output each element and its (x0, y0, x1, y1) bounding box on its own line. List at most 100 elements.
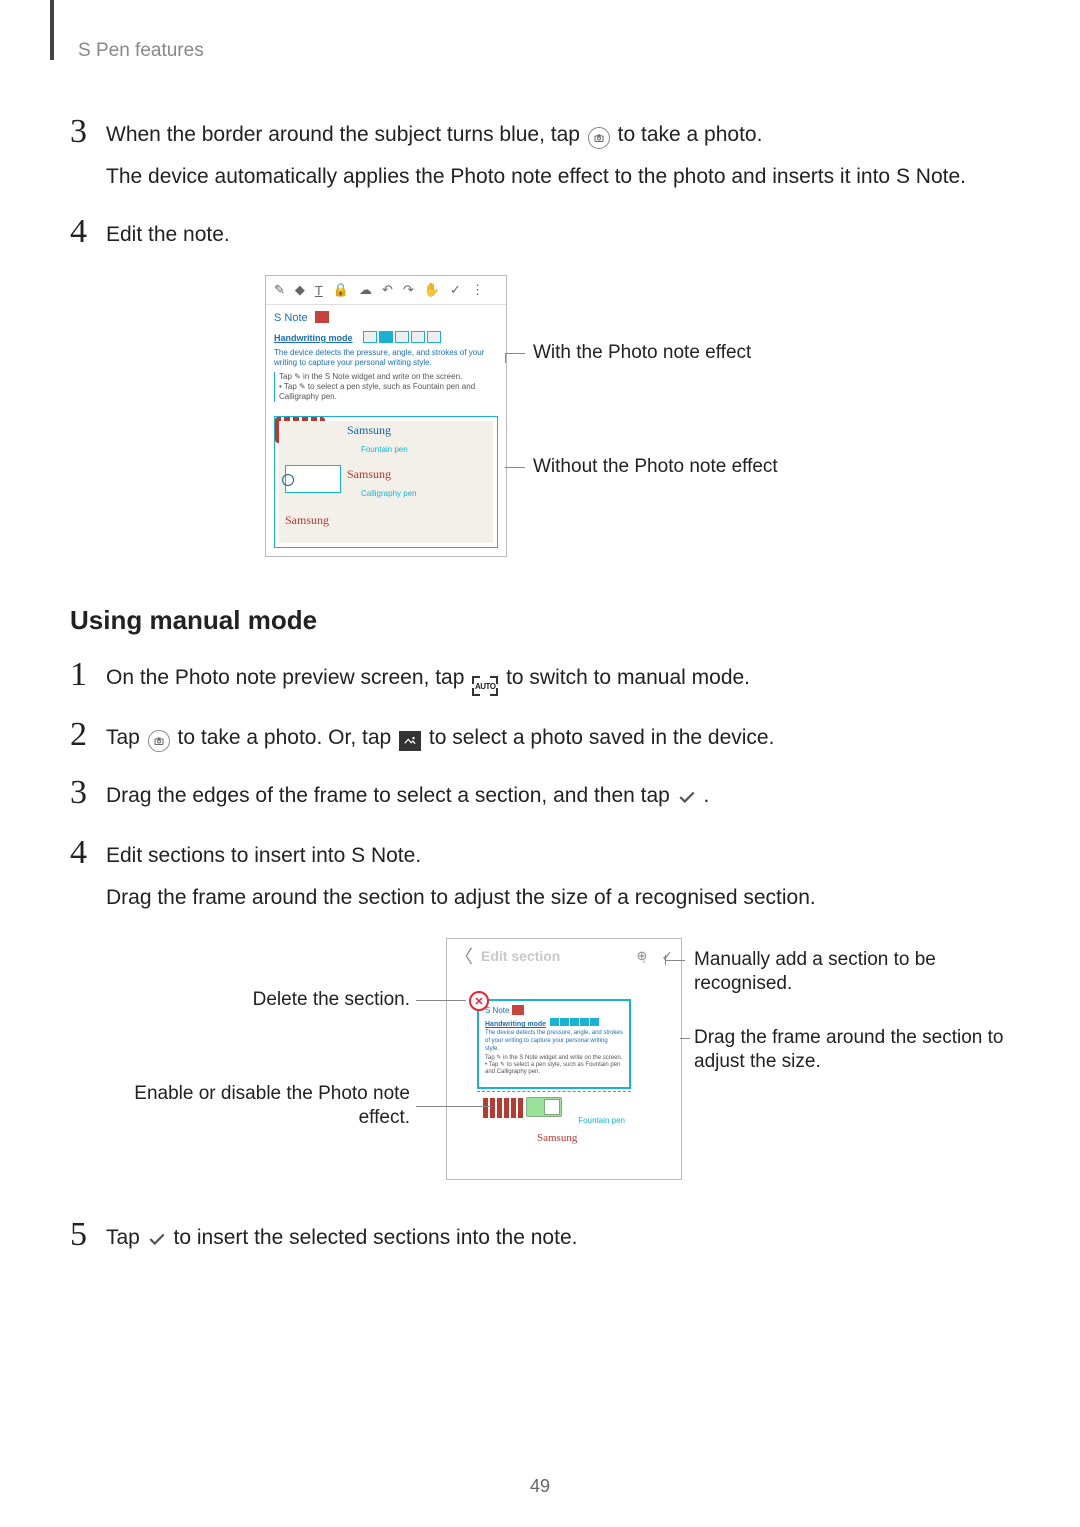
step-text: Edit sections to insert into S Note. (106, 840, 1020, 872)
auto-mode-icon: AUTO (472, 676, 498, 696)
step-body: Edit sections to insert into S Note. Dra… (106, 838, 1020, 924)
camera-icon (588, 127, 610, 149)
text: • Tap ✎ to select a pen style, such as F… (279, 382, 498, 402)
text: When the border around the subject turns… (106, 123, 586, 146)
lower-area: Fountain pen Samsung (477, 1091, 631, 1169)
step-text: On the Photo note preview screen, tap AU… (106, 662, 1020, 696)
text: Handwriting mode (274, 333, 353, 343)
app-badge-icon (315, 311, 329, 323)
back-icon: 〈 (455, 943, 473, 969)
check-icon (148, 1224, 166, 1256)
check-icon: ✓ (450, 282, 461, 298)
handwriting-sample: Samsung (347, 423, 391, 438)
handwriting-sample: Samsung (537, 1132, 577, 1144)
add-section-icon: ⊕̩ (636, 948, 647, 964)
more-icon: ⋮ (471, 282, 484, 298)
text: Handwriting mode (485, 1021, 546, 1028)
hand-icon: ✋ (424, 282, 440, 298)
toolbar: ✎ ◆ T 🔒 ☁ ↶ ↷ ✋ ✓ ⋮ (266, 276, 506, 305)
cloud-icon: ☁ (359, 282, 372, 298)
step-b3: 3 Drag the edges of the frame to select … (70, 778, 1020, 824)
screenshot-edit-section: 〈 Edit section ⊕̩ ✓ S Note Handwriting m… (446, 938, 682, 1180)
text: S Note (274, 312, 308, 324)
mini-preview (285, 465, 341, 493)
topbar: 〈 Edit section ⊕̩ ✓ (447, 939, 681, 973)
step-b4: 4 Edit sections to insert into S Note. D… (70, 838, 1020, 924)
step-body: When the border around the subject turns… (106, 117, 1020, 203)
text: Tap (106, 1226, 146, 1249)
check-icon (678, 782, 696, 814)
delete-section-icon: ✕ (469, 991, 489, 1011)
label: Fountain pen (361, 445, 408, 454)
callout-toggle: Enable or disable the Photo note effect. (106, 1082, 410, 1130)
figure-1: ✎ ◆ T 🔒 ☁ ↶ ↷ ✋ ✓ ⋮ S Note Handwriting m… (70, 275, 1020, 565)
step-text: The device automatically applies the Pho… (106, 161, 1020, 193)
section-header: S Pen features (78, 40, 1020, 62)
screenshot-snote: ✎ ◆ T 🔒 ☁ ↶ ↷ ✋ ✓ ⋮ S Note Handwriting m… (265, 275, 507, 557)
gallery-icon (399, 731, 421, 751)
text: to take a photo. Or, tap (178, 726, 397, 749)
check-icon: ✓ (661, 948, 673, 965)
text: . (704, 784, 710, 807)
badge-icon (512, 1005, 524, 1015)
step-b1: 1 On the Photo note preview screen, tap … (70, 660, 1020, 706)
text: to switch to manual mode. (506, 666, 750, 689)
figure-2: 〈 Edit section ⊕̩ ✓ S Note Handwriting m… (70, 938, 1020, 1198)
lock-icon: 🔒 (333, 282, 349, 298)
label: Calligraphy pen (361, 489, 417, 498)
step-number: 5 (70, 1220, 106, 1266)
callout-without: Without the Photo note effect (533, 455, 778, 479)
photo-area: Samsung Fountain pen Samsung Calligraphy… (274, 416, 498, 548)
page-number: 49 (0, 1476, 1080, 1497)
step-number: 3 (70, 117, 106, 203)
step-text: Tap to insert the selected sections into… (106, 1222, 1020, 1256)
step-3: 3 When the border around the subject tur… (70, 117, 1020, 203)
document-page: S Pen features 3 When the border around … (0, 0, 1080, 1527)
step-number: 3 (70, 778, 106, 824)
callout-with: With the Photo note effect (533, 341, 751, 365)
text: Drag the edges of the frame to select a … (106, 784, 676, 807)
screen-title: Edit section (481, 948, 560, 964)
handwriting-sample: Samsung (347, 467, 391, 482)
camera-icon (148, 730, 170, 752)
text: Tap ✎ in the S Note widget and write on … (279, 372, 498, 382)
header-rule (50, 0, 54, 60)
step-number: 1 (70, 660, 106, 706)
callout-add-section: Manually add a section to be recognised. (694, 948, 1004, 996)
step-body: Edit the note. (106, 217, 1020, 261)
step-text: Drag the edges of the frame to select a … (106, 780, 1020, 814)
step-text: Drag the frame around the section to adj… (106, 882, 1020, 914)
text: to take a photo. (618, 123, 763, 146)
section-frame: S Note Handwriting mode The device detec… (477, 999, 631, 1089)
mode-chips (363, 331, 441, 343)
callout-delete: Delete the section. (230, 988, 410, 1012)
subheading: Using manual mode (70, 605, 1020, 636)
step-number: 4 (70, 838, 106, 924)
text: The device detects the pressure, angle, … (485, 1029, 623, 1053)
step-4: 4 Edit the note. (70, 217, 1020, 261)
step-5: 5 Tap to insert the selected sections in… (70, 1220, 1020, 1266)
undo-icon: ↶ (382, 282, 393, 298)
text: Tap ✎ in the S Note widget and write on … (485, 1055, 623, 1076)
text: to insert the selected sections into the… (174, 1226, 578, 1249)
description: The device detects the pressure, angle, … (274, 348, 498, 368)
step-text: Edit the note. (106, 219, 1020, 251)
text: On the Photo note preview screen, tap (106, 666, 470, 689)
redo-icon: ↷ (403, 282, 414, 298)
eraser-icon: ◆ (295, 282, 305, 298)
handwriting-sample: Samsung (285, 513, 329, 528)
step-b2: 2 Tap to take a photo. Or, tap to select… (70, 720, 1020, 764)
app-title: S Note (266, 305, 506, 326)
pen-icon: ✎ (274, 282, 285, 298)
step-text: Tap to take a photo. Or, tap to select a… (106, 722, 1020, 754)
callout-drag-frame: Drag the frame around the section to adj… (694, 1026, 1004, 1074)
hw-row: Handwriting mode (274, 328, 498, 346)
text: S Note (485, 1006, 509, 1015)
text: Tap (106, 726, 146, 749)
step-text: When the border around the subject turns… (106, 119, 1020, 151)
tip: Tap ✎ in the S Note widget and write on … (274, 372, 498, 402)
label: Fountain pen (578, 1116, 625, 1125)
text-icon: T (315, 283, 323, 298)
text: to select a photo saved in the device. (429, 726, 775, 749)
step-number: 4 (70, 217, 106, 261)
